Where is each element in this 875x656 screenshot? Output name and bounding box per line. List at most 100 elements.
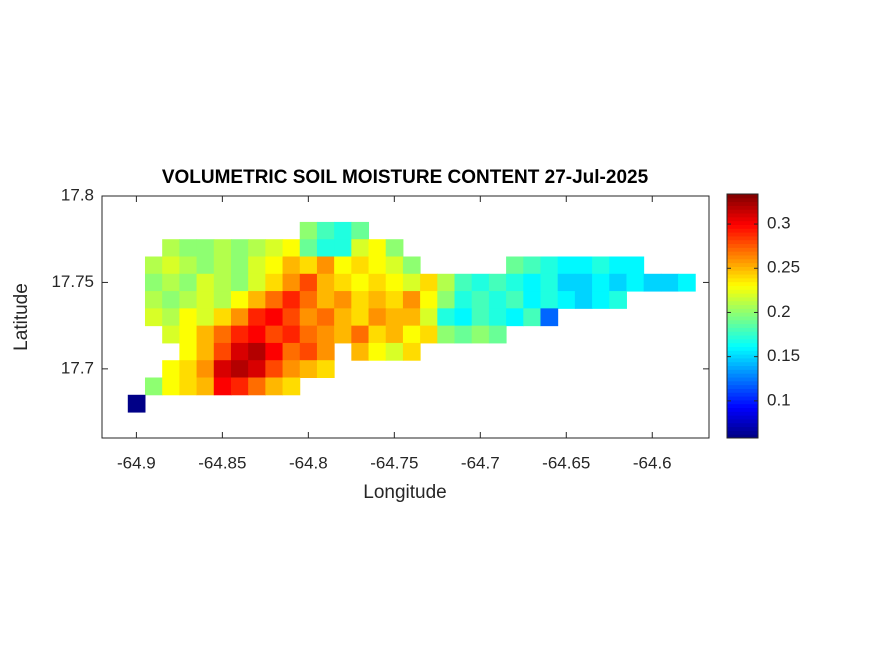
cell (471, 325, 490, 344)
colorbar-swatch (727, 392, 758, 397)
cell (316, 239, 335, 257)
cell (540, 273, 559, 292)
colorbar-box (726, 193, 759, 439)
cell (316, 221, 335, 240)
cell (454, 325, 473, 344)
cell (282, 291, 301, 309)
cell (574, 273, 593, 292)
colorbar-swatch (727, 300, 758, 306)
colorbar-tick-label: 0.25 (767, 258, 800, 277)
cell (282, 342, 301, 361)
cell (196, 342, 215, 361)
cell (402, 342, 421, 361)
cell (144, 308, 163, 327)
cell (420, 308, 438, 327)
colorbar-swatch (727, 274, 758, 279)
cell (248, 239, 266, 257)
cell (334, 291, 352, 309)
cell (230, 377, 249, 396)
x-tick-label: -64.8 (289, 453, 328, 472)
colorbar-swatch (727, 289, 758, 294)
cell (213, 342, 232, 361)
cell (351, 342, 370, 361)
cell (213, 377, 232, 396)
colorbar-tick-label: 0.3 (767, 214, 791, 233)
cell (420, 273, 438, 292)
colorbar-swatch (727, 411, 758, 416)
colorbar-swatch (727, 232, 758, 237)
colorbar-swatch (727, 430, 758, 435)
cell (351, 291, 370, 309)
cell (248, 377, 266, 396)
cell (557, 256, 576, 275)
cell (592, 291, 610, 309)
colorbar-swatch (727, 277, 758, 283)
cell (162, 308, 180, 327)
cell (299, 273, 318, 292)
cell (506, 291, 524, 309)
cell (265, 291, 284, 309)
cell (179, 256, 198, 275)
cell (162, 239, 180, 257)
colorbar-swatch (727, 281, 758, 286)
colorbar-swatch (727, 312, 758, 317)
cell (230, 256, 249, 275)
cell (179, 377, 198, 396)
cell (351, 239, 370, 257)
cell (282, 273, 301, 292)
cell (299, 308, 318, 327)
cell (127, 394, 146, 413)
cell (351, 325, 370, 344)
colorbar-swatch (727, 369, 758, 374)
cell (162, 377, 180, 396)
x-tick-label: -64.9 (117, 453, 156, 472)
cell (230, 239, 249, 257)
colorbar-swatch (727, 266, 758, 271)
cell (368, 325, 387, 344)
cell (368, 256, 387, 275)
cell (334, 308, 352, 327)
cell (282, 325, 301, 344)
cell (471, 291, 490, 309)
cell (299, 342, 318, 361)
cell (299, 256, 318, 275)
cell (557, 273, 576, 292)
cell (144, 256, 163, 275)
colorbar-swatch (727, 357, 758, 363)
x-tick-label: -64.75 (370, 453, 418, 472)
colorbar-swatch (727, 361, 758, 367)
cell (316, 325, 335, 344)
cell (334, 325, 352, 344)
colorbar-swatch (727, 201, 758, 206)
cell (609, 291, 627, 309)
cell (488, 291, 507, 309)
colorbar-swatch (727, 327, 758, 332)
cell (368, 342, 387, 361)
cell (196, 291, 215, 309)
colorbar-swatch (727, 388, 758, 393)
cell (196, 273, 215, 292)
cell (316, 291, 335, 309)
cell (351, 273, 370, 292)
cell (540, 308, 559, 327)
cell (213, 291, 232, 309)
cell (420, 291, 438, 309)
cell (230, 291, 249, 309)
cell (523, 256, 541, 275)
cell (592, 273, 610, 292)
cell (162, 291, 180, 309)
cell (196, 256, 215, 275)
cell (609, 273, 627, 292)
x-tick-label: -64.7 (461, 453, 500, 472)
colorbar-swatch (727, 296, 758, 302)
x-axis-label: Longitude (363, 482, 446, 503)
cell (162, 256, 180, 275)
colorbar-swatch (727, 285, 758, 290)
cell (299, 239, 318, 257)
cell (265, 273, 284, 292)
cell (454, 291, 473, 309)
cell (351, 256, 370, 275)
cell (385, 273, 404, 292)
cell (179, 273, 198, 292)
cell (230, 325, 249, 344)
